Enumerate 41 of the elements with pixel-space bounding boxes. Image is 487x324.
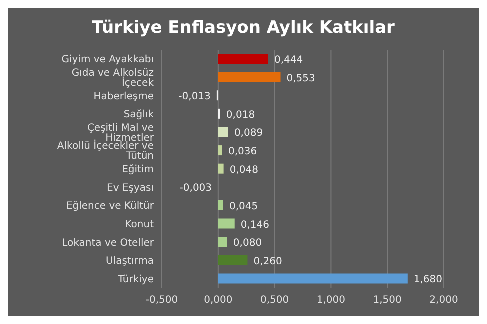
data-label: 0,444: [274, 55, 304, 66]
x-tick-label: 0,500: [260, 295, 290, 306]
bar: [218, 237, 228, 248]
bar: [218, 200, 224, 210]
y-tick-label: Gıda ve Alkolsüz İçecek: [72, 68, 154, 90]
data-label: 0,553: [286, 73, 316, 84]
y-tick-label: Sağlık: [124, 110, 154, 121]
data-label: -0,013: [178, 92, 211, 103]
y-tick-label: Ulaştırma: [106, 256, 154, 268]
bar: [218, 274, 408, 284]
x-tick-label: 1,000: [316, 295, 346, 306]
data-label: 0,045: [229, 201, 258, 212]
bar: [218, 255, 248, 266]
bar: [218, 146, 222, 156]
data-label: 0,018: [226, 110, 256, 121]
data-label: 0,048: [230, 164, 258, 176]
y-tick-label: Lokanta ve Oteller: [62, 238, 155, 249]
bar: [218, 218, 235, 229]
bar: [218, 72, 281, 82]
y-tick-label: Eğitim: [122, 164, 154, 176]
y-tick-label: Konut: [125, 219, 154, 230]
data-label: 1,680: [414, 274, 443, 286]
bar: [218, 127, 228, 138]
bar: [218, 164, 224, 174]
x-tick-label: 0,000: [204, 295, 233, 306]
y-tick-label: Giyim ve Ayakkabı: [62, 54, 154, 66]
data-label: 0,089: [234, 128, 264, 140]
y-tick-label: Haberleşme: [94, 91, 154, 102]
data-label: 0,036: [228, 146, 258, 158]
x-tick-label: -0,500: [146, 295, 178, 306]
data-label: 0,260: [254, 256, 282, 268]
y-tick-label: Türkiye: [117, 274, 154, 286]
data-label: 0,080: [233, 238, 262, 250]
chart-title: Türkiye Enflasyon Aylık Katkılar: [91, 17, 396, 40]
bar: [218, 54, 268, 64]
data-label: 0,146: [240, 220, 270, 231]
data-label: -0,003: [180, 183, 212, 194]
x-tick-label: 1,500: [373, 295, 402, 306]
x-tick-label: 2,000: [430, 295, 458, 306]
y-tick-label: Ev Eşyası: [107, 182, 154, 194]
y-tick-label: Eğlence ve Kültür: [66, 201, 155, 212]
